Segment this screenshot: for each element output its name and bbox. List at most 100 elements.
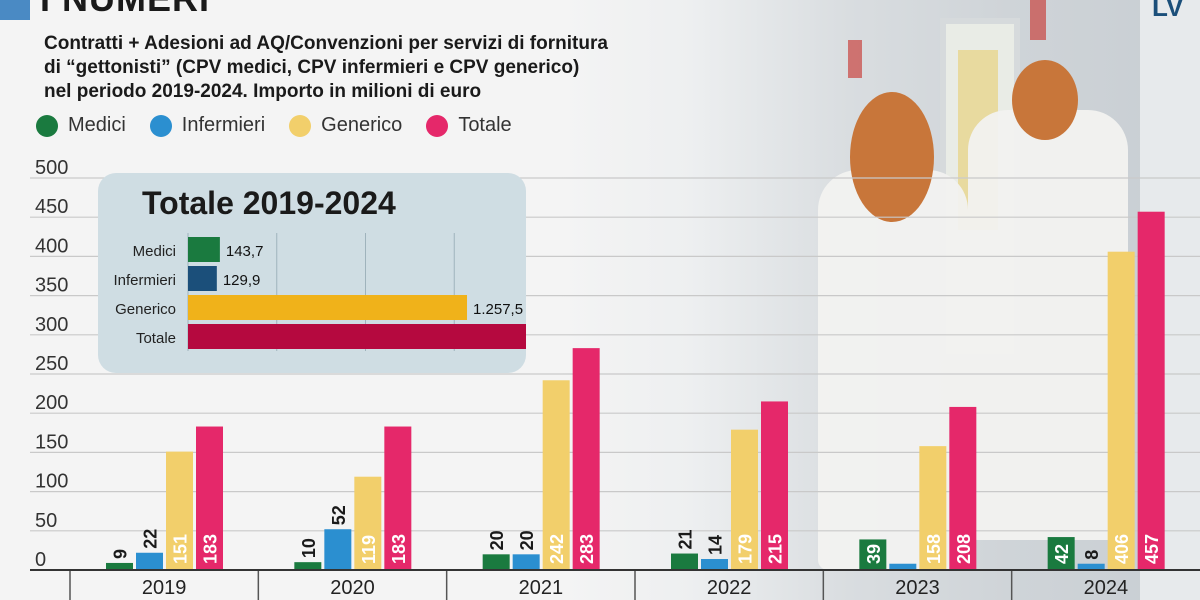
inset-value-label: 1.257,5 (473, 301, 523, 318)
bar (512, 554, 540, 570)
legend-label: Totale (458, 114, 512, 136)
y-tick-label: 300 (35, 314, 68, 336)
inset-category-label: Infermieri (113, 272, 176, 289)
y-tick-label: 0 (35, 549, 46, 571)
bar (384, 426, 412, 570)
bar (1137, 211, 1165, 570)
bar-data-label: 151 (171, 534, 191, 564)
x-tick-label: 2019 (142, 577, 187, 599)
bar-data-label: 52 (329, 505, 349, 525)
bar-data-label: 42 (1052, 544, 1072, 564)
bar (1047, 537, 1075, 570)
bar-data-label: 39 (864, 544, 884, 564)
legend-label: Infermieri (181, 114, 266, 136)
inset-bar (188, 237, 220, 262)
legend-item-infermieri: Infermieri (149, 114, 266, 137)
bar-data-label: 183 (389, 534, 409, 564)
inset-bar-chart: Medici 143,7 Infermieri 129,9 Generico 1.257,… (113, 233, 526, 351)
x-tick-label: 2020 (330, 577, 375, 599)
bar (761, 401, 788, 570)
inset-category-label: Generico (115, 301, 176, 318)
legend-dot (36, 114, 58, 137)
inset-bar (188, 324, 526, 349)
bar-data-label: 183 (201, 534, 221, 564)
bar (889, 563, 917, 570)
bar-data-label: 21 (676, 530, 696, 550)
legend: Medici Infermieri Generico Totale (36, 114, 512, 137)
y-tick-label: 200 (35, 392, 68, 414)
bar (196, 426, 223, 570)
inset-category-label: Totale (136, 330, 176, 347)
y-tick-label: 150 (35, 431, 68, 453)
bar (731, 429, 758, 570)
legend-item-totale: Totale (426, 114, 512, 137)
y-tick-label: 50 (35, 510, 57, 532)
background-person-hair (850, 92, 934, 222)
legend-item-medici: Medici (36, 114, 126, 137)
inset-title: Totale 2019-2024 (142, 185, 396, 221)
bar-data-label: 14 (706, 535, 726, 555)
bar (482, 554, 510, 570)
background-person-hair (1012, 60, 1078, 140)
background-sign (1030, 0, 1046, 40)
bar-data-label: 242 (547, 534, 567, 564)
x-tick-label: 2022 (707, 577, 752, 599)
bar-data-label: 406 (1112, 534, 1132, 564)
bar (572, 348, 600, 570)
bar (1107, 251, 1135, 571)
chart-subtitle: Contratti + Adesioni ad AQ/Convenzioni p… (44, 33, 608, 102)
bar (354, 476, 382, 570)
background-sign (848, 40, 862, 78)
y-tick-label: 100 (35, 471, 68, 493)
y-tick-label: 500 (35, 157, 68, 179)
brand-logo: LV (1152, 0, 1184, 22)
bar (294, 562, 322, 570)
legend-item-generico: Generico (289, 114, 402, 137)
bar (859, 539, 887, 570)
legend-label: Medici (68, 114, 126, 136)
bar-data-label: 215 (766, 534, 786, 564)
bar-data-label: 208 (954, 534, 974, 564)
page-title: I NUMERI (40, 0, 210, 20)
bar-data-label: 457 (1142, 534, 1162, 564)
bar (919, 446, 947, 570)
y-tick-label: 450 (35, 196, 68, 218)
x-tick-label: 2024 (1084, 577, 1129, 599)
x-tick-label: 2021 (519, 577, 564, 599)
legend-dot (289, 114, 312, 137)
bar (671, 553, 698, 570)
bar (949, 406, 977, 570)
legend-dot (149, 114, 172, 137)
bar-data-label: 283 (577, 534, 597, 564)
inset-bar (188, 266, 217, 291)
bar-data-label: 179 (736, 534, 756, 564)
bar (1077, 563, 1105, 570)
bar-data-label: 20 (517, 530, 537, 550)
legend-dot (426, 114, 449, 137)
bar-data-label: 20 (487, 530, 507, 550)
inset-value-label: 129,9 (223, 272, 261, 289)
inset-value-label: 143,7 (226, 243, 264, 260)
bar (106, 562, 133, 570)
legend-label: Generico (321, 114, 403, 136)
bar-data-label: 119 (359, 535, 379, 564)
bar-data-label: 158 (924, 534, 944, 564)
background-person (968, 110, 1128, 540)
y-tick-label: 400 (35, 235, 68, 257)
y-tick-label: 350 (35, 275, 68, 297)
bar (324, 529, 352, 570)
header-accent (0, 0, 30, 20)
x-tick-label: 2023 (895, 577, 940, 599)
inset-panel: Totale 2019-2024 Medici 143,7 Infermieri 12… (98, 173, 526, 373)
bar (542, 380, 570, 570)
y-tick-label: 250 (35, 353, 68, 375)
bar (136, 552, 163, 570)
bar-data-label: 10 (299, 538, 319, 558)
bar-data-label: 22 (141, 529, 161, 549)
bar-data-label: 8 (1082, 550, 1102, 560)
bar-data-label: 9 (111, 549, 131, 559)
bar (166, 451, 193, 570)
inset-bar (188, 295, 468, 320)
inset-category-label: Medici (133, 243, 176, 260)
